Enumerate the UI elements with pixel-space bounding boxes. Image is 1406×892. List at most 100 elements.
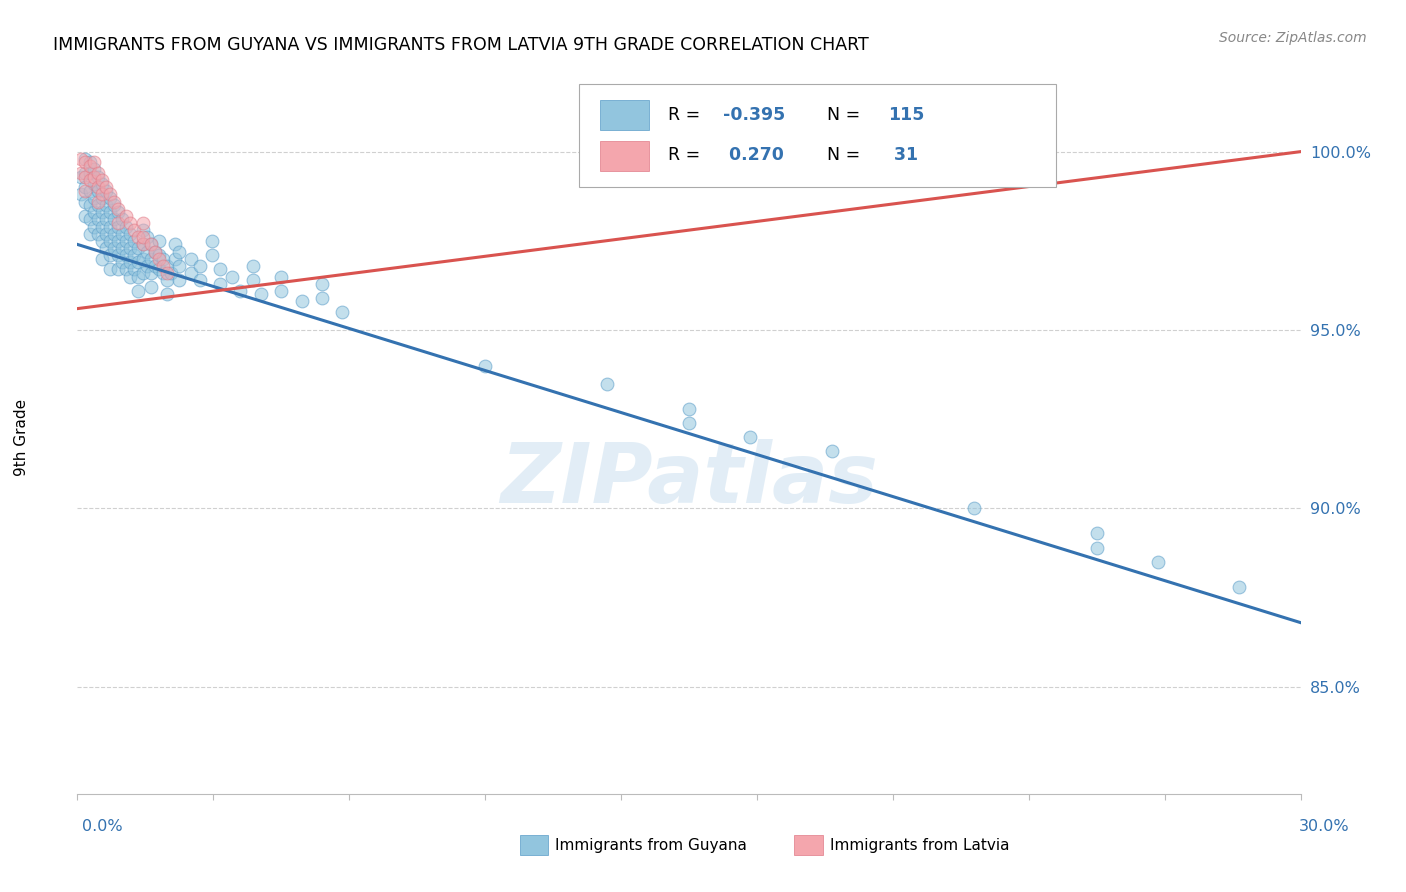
Point xyxy=(98,262,121,277)
Point xyxy=(90,205,112,219)
Point xyxy=(79,155,101,169)
Point xyxy=(1147,555,1170,569)
Y-axis label: 9th Grade: 9th Grade xyxy=(14,399,30,475)
Point xyxy=(98,205,121,219)
Point xyxy=(107,248,129,262)
Point xyxy=(75,166,97,180)
Point xyxy=(131,252,153,266)
Point xyxy=(160,266,183,280)
Point xyxy=(107,202,129,216)
Point xyxy=(1229,580,1251,594)
Text: ZIPatlas: ZIPatlas xyxy=(501,440,877,520)
Point xyxy=(83,177,105,191)
Point xyxy=(135,244,157,259)
Text: N =: N = xyxy=(827,105,866,123)
Point xyxy=(107,216,129,230)
Point xyxy=(83,169,105,184)
Point xyxy=(152,266,174,280)
Point xyxy=(90,187,112,202)
Point xyxy=(90,177,112,191)
Point xyxy=(94,241,117,255)
Point xyxy=(596,376,619,391)
Point xyxy=(242,273,264,287)
Point xyxy=(98,191,121,205)
Point xyxy=(83,155,105,169)
Point xyxy=(131,237,153,252)
Point xyxy=(201,248,224,262)
Point xyxy=(1085,526,1108,541)
Point xyxy=(127,255,149,269)
Point xyxy=(180,266,202,280)
Point xyxy=(115,234,138,248)
Text: R =: R = xyxy=(668,146,706,164)
Point xyxy=(148,252,170,266)
Point xyxy=(139,266,162,280)
Text: 115: 115 xyxy=(889,105,925,123)
Point xyxy=(115,262,138,277)
Point xyxy=(87,227,110,241)
Point xyxy=(87,166,110,180)
Text: N =: N = xyxy=(827,146,866,164)
Point xyxy=(107,219,129,234)
Point xyxy=(131,223,153,237)
Point xyxy=(75,155,97,169)
Point xyxy=(474,359,496,373)
Point xyxy=(111,255,134,269)
Point xyxy=(115,209,138,223)
Point xyxy=(188,259,211,273)
Point xyxy=(124,248,146,262)
Point xyxy=(75,209,97,223)
Point xyxy=(70,169,93,184)
Point xyxy=(124,223,146,237)
Point xyxy=(90,191,112,205)
Text: Immigrants from Latvia: Immigrants from Latvia xyxy=(830,838,1010,853)
Point xyxy=(90,252,112,266)
Point xyxy=(165,237,187,252)
Point xyxy=(94,184,117,198)
Point xyxy=(127,241,149,255)
Point xyxy=(98,187,121,202)
Point xyxy=(311,291,333,305)
Point xyxy=(156,259,179,273)
Point xyxy=(94,212,117,227)
Point xyxy=(94,227,117,241)
Point xyxy=(148,234,170,248)
Point xyxy=(83,205,105,219)
Point xyxy=(208,262,231,277)
Point xyxy=(165,252,187,266)
Point xyxy=(678,401,700,416)
Point xyxy=(188,273,211,287)
Point xyxy=(169,244,191,259)
Point xyxy=(79,227,101,241)
Point xyxy=(111,227,134,241)
Point xyxy=(127,269,149,284)
Point xyxy=(83,162,105,177)
Point xyxy=(156,273,179,287)
Point xyxy=(103,198,125,212)
Point xyxy=(75,184,97,198)
Point xyxy=(103,194,125,209)
Point xyxy=(90,234,112,248)
Point xyxy=(79,184,101,198)
Point xyxy=(270,269,292,284)
Text: IMMIGRANTS FROM GUYANA VS IMMIGRANTS FROM LATVIA 9TH GRADE CORRELATION CHART: IMMIGRANTS FROM GUYANA VS IMMIGRANTS FRO… xyxy=(53,36,869,54)
Point xyxy=(120,269,142,284)
Point xyxy=(75,169,97,184)
Point xyxy=(208,277,231,291)
Point xyxy=(169,273,191,287)
Point xyxy=(821,444,844,458)
Text: 30.0%: 30.0% xyxy=(1299,820,1350,834)
FancyBboxPatch shape xyxy=(599,141,648,171)
Point xyxy=(98,248,121,262)
Text: 0.270: 0.270 xyxy=(723,146,785,164)
Point xyxy=(107,205,129,219)
Point xyxy=(103,227,125,241)
Point xyxy=(156,266,179,280)
Point xyxy=(135,230,157,244)
Point xyxy=(98,234,121,248)
Point xyxy=(90,219,112,234)
Point xyxy=(131,230,153,244)
Point xyxy=(90,173,112,187)
Point xyxy=(143,244,166,259)
Point xyxy=(1085,541,1108,555)
